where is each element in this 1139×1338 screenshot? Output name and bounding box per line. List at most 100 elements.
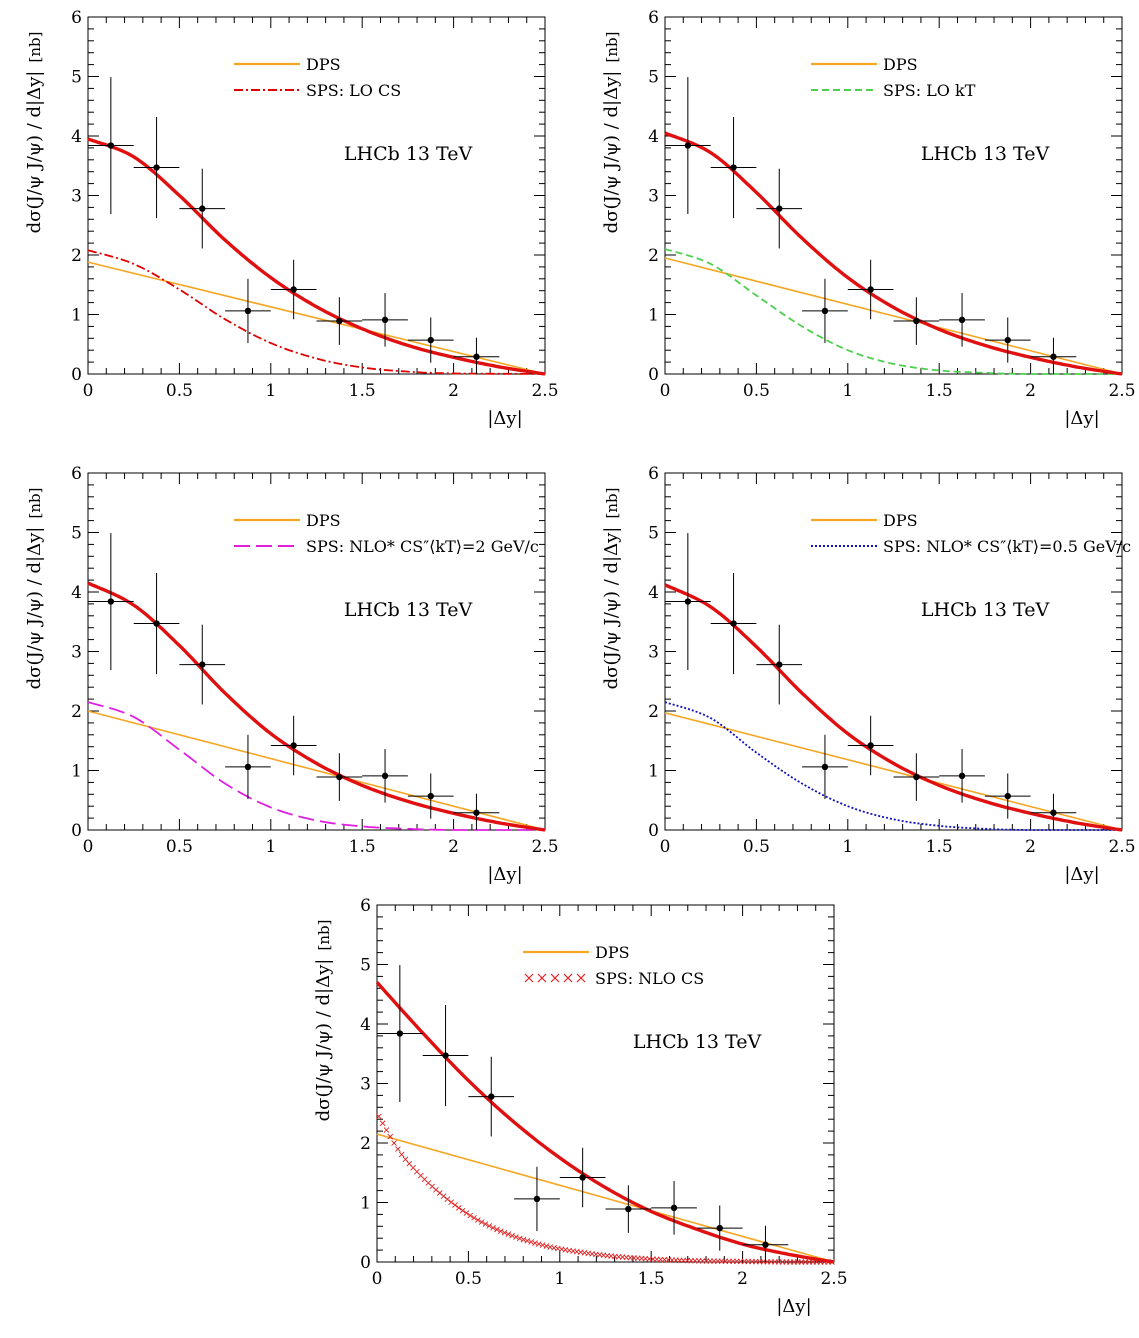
- y-tick-label: 3: [648, 187, 659, 207]
- dps-curve: [664, 257, 1123, 375]
- x-tick-label: 2.5: [1108, 837, 1135, 857]
- sps-cross-marker: [509, 1232, 515, 1239]
- sps-curve: [664, 248, 1122, 375]
- y-tick-label: 5: [648, 68, 659, 88]
- x-tick-label: 2: [448, 837, 459, 857]
- y-tick-label: 2: [71, 246, 82, 266]
- x-tick-label: 1: [265, 381, 276, 401]
- annotation-text: LHCb 13 TeV: [344, 143, 473, 165]
- y-axis-label: dσ(J/ψ J/ψ) / d|Δy|: [601, 527, 622, 690]
- sps-curve: [87, 249, 545, 375]
- y-tick-label: 1: [360, 1194, 371, 1214]
- sps-cross-marker: [391, 1140, 397, 1146]
- data-point: [488, 1093, 495, 1100]
- data-point: [913, 773, 920, 781]
- sps-cross-marker: [471, 1215, 477, 1221]
- data-point: [396, 1030, 404, 1037]
- x-axis-label: |Δy|: [487, 864, 522, 885]
- sps-cross-marker: [475, 1217, 481, 1223]
- dps-curve: [376, 1133, 835, 1263]
- chart-panel-5: 0 1 2 3 4 5 6 0 0.5 1 1.5 2 2.5 |Δy| dσ(J/ψ J/ψ) / d|Δ…: [289, 888, 849, 1338]
- y-tick-label: 0: [648, 821, 659, 841]
- y-tick-label: 6: [71, 8, 82, 28]
- data-point: [684, 598, 692, 605]
- sps-cross-marker: [467, 1212, 474, 1219]
- data-point: [336, 317, 343, 325]
- x-tick-label: 0: [372, 1269, 383, 1289]
- data-point: [290, 742, 297, 749]
- sps-cross-marker: [463, 1210, 470, 1216]
- data-point: [107, 598, 115, 605]
- total-curve: [664, 583, 1123, 832]
- data-point: [442, 1052, 449, 1059]
- data-point: [290, 286, 297, 293]
- total-curve: [87, 137, 546, 376]
- data-point: [776, 661, 783, 668]
- annotation-text: LHCb 13 TeV: [921, 599, 1050, 621]
- x-tick-label: 1.5: [638, 1269, 665, 1289]
- chart-panel-3: 0 1 2 3 4 5 6 0 0.5 1 1.5 2 2.5 |Δy| dσ(J/ψ J/ψ) / d|Δ…: [0, 456, 560, 906]
- data-point: [625, 1205, 632, 1213]
- x-tick-label: 1.5: [926, 381, 953, 401]
- sps-cross-marker: [448, 1199, 455, 1206]
- y-tick-label: 0: [71, 365, 82, 385]
- sps-cross-marker: [383, 1127, 390, 1133]
- x-tick-label: 0.5: [166, 837, 193, 857]
- data-point: [153, 620, 160, 627]
- sps-cross-marker: [482, 1221, 489, 1227]
- x-tick-label: 2.5: [1108, 381, 1135, 401]
- y-axis-label: dσ(J/ψ J/ψ) / d|Δy|: [601, 71, 622, 234]
- y-tick-label: 0: [648, 365, 659, 385]
- legend-swatch: [563, 973, 573, 983]
- sps-cross-marker: [520, 1236, 527, 1243]
- y-axis-label: dσ(J/ψ J/ψ) / d|Δy|: [24, 71, 45, 234]
- data-point: [244, 307, 252, 315]
- data-point: [153, 164, 160, 171]
- data-point: [427, 792, 434, 800]
- sps-cross-marker: [376, 1113, 382, 1120]
- y-tick-label: 3: [71, 187, 82, 207]
- data-point: [199, 205, 206, 212]
- chart-svg: 0 1 2 3 4 5 6 0 0.5 1 1.5 2 2.5 |Δy| dσ(J/ψ J/ψ) / d|Δ…: [313, 896, 848, 1317]
- x-tick-label: 1.5: [349, 381, 376, 401]
- data-point: [336, 773, 343, 781]
- x-tick-label: 1: [842, 837, 853, 857]
- annotation-text: LHCb 13 TeV: [921, 143, 1050, 165]
- chart-panel-4: 0 1 2 3 4 5 6 0 0.5 1 1.5 2 2.5 |Δy| dσ(J/ψ J/ψ) / d|Δ…: [577, 456, 1137, 906]
- legend-label: DPS: [595, 943, 630, 962]
- sps-cross-marker: [444, 1196, 451, 1203]
- data-point: [579, 1174, 586, 1181]
- y-axis-unit: [nb]: [315, 920, 333, 951]
- y-tick-label: 2: [648, 702, 659, 722]
- data-point: [867, 742, 874, 749]
- data-point: [821, 307, 829, 315]
- sps-cross-marker: [486, 1223, 493, 1229]
- data-point: [821, 763, 829, 771]
- chart-svg: 0 1 2 3 4 5 6 0 0.5 1 1.5 2 2.5 |Δy| dσ(J/ψ J/ψ) / d|Δ…: [601, 8, 1136, 429]
- y-tick-label: 3: [648, 643, 659, 663]
- x-tick-label: 1: [265, 837, 276, 857]
- x-tick-label: 2: [737, 1269, 748, 1289]
- data-point: [1004, 336, 1011, 344]
- y-tick-label: 2: [360, 1134, 371, 1154]
- total-curve: [664, 131, 1123, 376]
- data-point: [958, 772, 966, 780]
- legend-label: SPS: NLO* CS″⟨kT⟩=0.5 GeV/c: [883, 537, 1131, 556]
- y-tick-label: 6: [360, 896, 371, 916]
- y-axis-unit: [nb]: [603, 32, 621, 63]
- dps-curve: [87, 710, 546, 831]
- chart-svg: 0 1 2 3 4 5 6 0 0.5 1 1.5 2 2.5 |Δy| dσ(J/ψ J/ψ) / d|Δ…: [24, 464, 559, 885]
- x-tick-label: 0.5: [455, 1269, 482, 1289]
- data-point: [1004, 792, 1011, 800]
- x-tick-label: 1.5: [349, 837, 376, 857]
- y-tick-label: 0: [71, 821, 82, 841]
- dps-curve: [664, 712, 1123, 831]
- legend-swatch: [524, 973, 534, 983]
- legend-label: SPS: LO kT: [883, 81, 976, 100]
- sps-cross-marker: [494, 1226, 500, 1233]
- chart-panel-1: 0 1 2 3 4 5 6 0 0.5 1 1.5 2 2.5 |Δy| dσ(J/ψ J/ψ) / d|Δ…: [0, 0, 560, 450]
- x-tick-label: 2.5: [531, 381, 558, 401]
- data-point: [107, 142, 115, 149]
- x-tick-label: 2: [1025, 837, 1036, 857]
- y-tick-label: 4: [71, 127, 82, 147]
